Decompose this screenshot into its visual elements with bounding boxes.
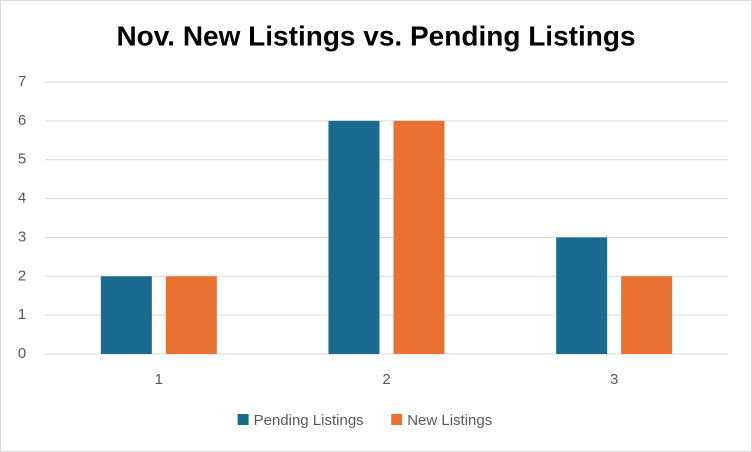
bar xyxy=(556,237,608,354)
y-tick-label: 6 xyxy=(18,112,26,129)
bar xyxy=(393,120,445,354)
legend-swatch xyxy=(237,414,249,425)
chart-title: Nov. New Listings vs. Pending Listings xyxy=(116,20,635,51)
legend-label: Pending Listings xyxy=(254,412,364,429)
bar xyxy=(165,276,217,354)
x-tick-label: 3 xyxy=(610,371,618,388)
y-tick-label: 1 xyxy=(18,306,26,323)
x-tick-label: 1 xyxy=(155,371,163,388)
legend-swatch xyxy=(391,414,403,425)
y-tick-label: 4 xyxy=(18,190,26,207)
bar xyxy=(100,276,152,354)
y-tick-label: 5 xyxy=(18,151,26,168)
bar xyxy=(328,120,380,354)
y-tick-label: 7 xyxy=(18,73,26,90)
x-tick-label: 2 xyxy=(382,371,390,388)
legend-label: New Listings xyxy=(407,412,492,429)
bar xyxy=(621,276,673,354)
y-tick-label: 0 xyxy=(18,345,26,362)
y-tick-label: 3 xyxy=(18,228,26,245)
y-tick-label: 2 xyxy=(18,267,26,284)
